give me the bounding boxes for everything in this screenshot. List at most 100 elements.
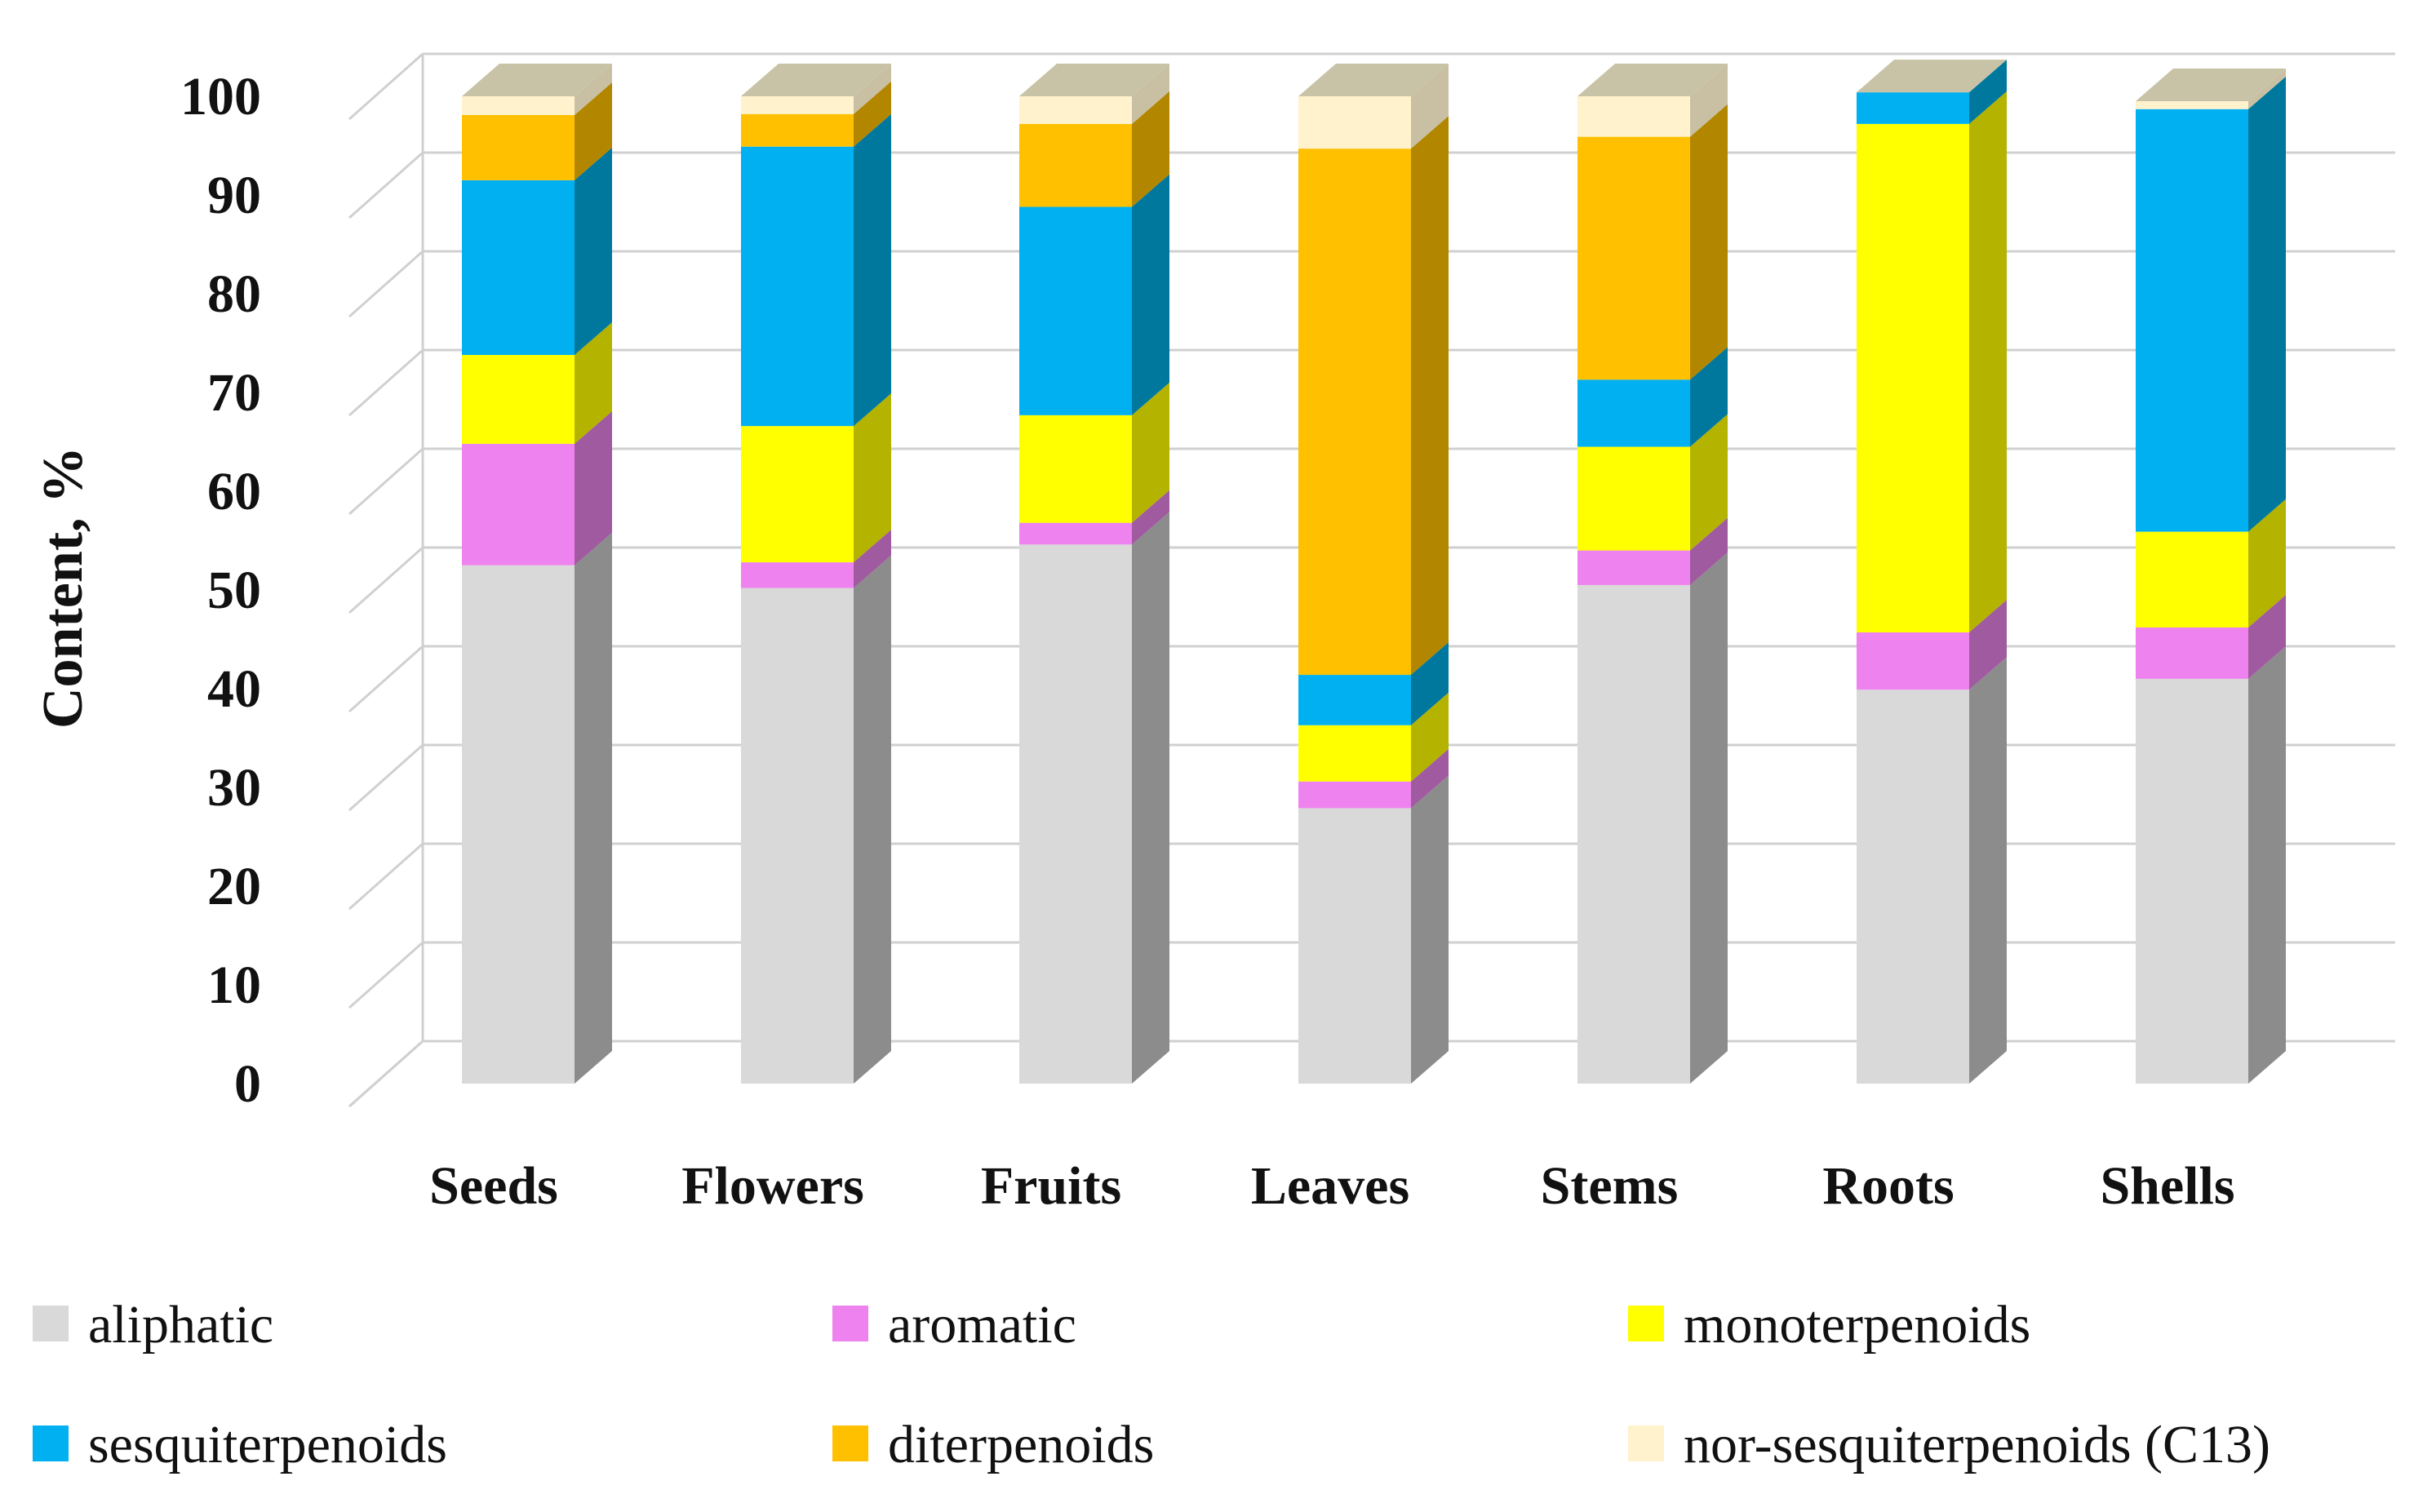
bar-top-leaves (1298, 64, 1449, 96)
bar-fruits-diterpenoids (1019, 123, 1132, 207)
bar-side-roots-sesquiterpenoids (1969, 60, 2007, 124)
x-label-roots: Roots (1822, 1156, 1954, 1216)
x-label-stems: Stems (1541, 1156, 1679, 1216)
y-tick-90: 90 (207, 166, 261, 225)
bar-side-shells-nor-sesquiterpenoids-c13 (2248, 69, 2286, 109)
x-label-fruits: Fruits (981, 1156, 1121, 1216)
bar-leaves-nor-sesquiterpenoids-c13 (1298, 96, 1411, 149)
legend-label-diterpenoids: diterpenoids (888, 1415, 1154, 1474)
bar-flowers-monoterpenoids (741, 426, 854, 563)
bar-fruits-monoterpenoids (1019, 415, 1132, 523)
gridline-diagonal-20 (348, 842, 424, 911)
y-tick-80: 80 (207, 264, 261, 324)
bar-flowers-sesquiterpenoids (741, 146, 854, 427)
bar-side-roots-monoterpenoids (1969, 91, 2007, 633)
bar-side-seeds-monoterpenoids (575, 322, 612, 444)
bar-stems-nor-sesquiterpenoids-c13 (1577, 96, 1690, 137)
gridline-diagonal-10 (348, 941, 424, 1009)
gridline-diagonal-100 (348, 52, 424, 121)
bar-flowers-aliphatic (741, 588, 854, 1084)
bar-side-flowers-diterpenoids (854, 81, 891, 147)
gridline-diagonal-0 (348, 1040, 424, 1108)
bar-side-leaves-nor-sesquiterpenoids-c13 (1411, 64, 1449, 149)
bar-fruits-aromatic (1019, 522, 1132, 545)
bar-stack-leaves (1298, 64, 1449, 1084)
bar-side-stems-aromatic (1690, 517, 1728, 585)
bar-stems-monoterpenoids (1577, 446, 1690, 551)
bar-leaves-sesquiterpenoids (1298, 675, 1411, 725)
bar-side-seeds-aromatic (575, 410, 612, 565)
bar-shells-aromatic (2136, 627, 2248, 679)
bar-stack-seeds (462, 64, 612, 1084)
bar-top-shells (2136, 69, 2286, 102)
bar-side-fruits-sesquiterpenoids (1132, 174, 1169, 415)
bar-leaves-monoterpenoids (1298, 725, 1411, 782)
bar-side-leaves-diterpenoids (1411, 116, 1449, 676)
bar-seeds-diterpenoids (462, 114, 575, 180)
bar-stack-fruits (1019, 64, 1169, 1084)
gridline-diagonal-60 (348, 447, 424, 516)
bar-leaves-aliphatic (1298, 808, 1411, 1084)
bar-top-flowers (741, 64, 891, 96)
legend-label-monoterpenoids: monoterpenoids (1684, 1295, 2030, 1355)
legend-item-aliphatic: aliphatic (33, 1295, 273, 1355)
bar-fruits-aliphatic (1019, 544, 1132, 1084)
gridline-diagonal-90 (348, 151, 424, 219)
bar-side-seeds-diterpenoids (575, 82, 612, 180)
bar-shells-nor-sesquiterpenoids-c13 (2136, 101, 2248, 109)
bar-seeds-aromatic (462, 443, 575, 565)
bar-side-leaves-sesquiterpenoids (1411, 642, 1449, 725)
bar-flowers-diterpenoids (741, 113, 854, 147)
bar-seeds-monoterpenoids (462, 355, 575, 444)
x-label-leaves: Leaves (1251, 1156, 1409, 1216)
legend-label-aromatic: aromatic (888, 1295, 1076, 1355)
bar-leaves-diterpenoids (1298, 149, 1411, 676)
bar-side-fruits-diterpenoids (1132, 91, 1169, 207)
bar-side-leaves-monoterpenoids (1411, 692, 1449, 782)
bar-roots-monoterpenoids (1857, 123, 1969, 633)
bar-side-shells-sesquiterpenoids (2248, 76, 2286, 532)
legend-label-aliphatic: aliphatic (88, 1295, 273, 1355)
bar-side-flowers-aliphatic (854, 555, 891, 1084)
bar-flowers-nor-sesquiterpenoids-c13 (741, 96, 854, 114)
bar-seeds-sesquiterpenoids (462, 180, 575, 356)
x-label-shells: Shells (2100, 1156, 2234, 1216)
gridline-diagonal-70 (348, 348, 424, 417)
bar-side-stems-aliphatic (1690, 552, 1728, 1084)
bar-side-flowers-sesquiterpenoids (854, 113, 891, 427)
y-tick-60: 60 (207, 462, 261, 521)
bar-top-seeds (462, 64, 612, 96)
bar-fruits-sesquiterpenoids (1019, 206, 1132, 415)
gridline-diagonal-80 (348, 250, 424, 318)
bar-leaves-aromatic (1298, 781, 1411, 809)
legend-item-aromatic: aromatic (832, 1295, 1076, 1355)
y-tick-100: 100 (180, 67, 261, 126)
legend-label-sesquiterpenoids: sesquiterpenoids (88, 1415, 447, 1474)
bar-seeds-nor-sesquiterpenoids-c13 (462, 96, 575, 115)
legend-item-monoterpenoids: monoterpenoids (1628, 1295, 2030, 1355)
bar-side-leaves-aliphatic (1411, 775, 1449, 1084)
bar-side-roots-aliphatic (1969, 657, 2007, 1084)
gridline-diagonal-40 (348, 645, 424, 713)
y-tick-40: 40 (207, 659, 261, 719)
bar-top-fruits (1019, 64, 1169, 96)
y-tick-50: 50 (207, 561, 261, 620)
bar-side-shells-aromatic (2248, 594, 2286, 679)
bar-side-seeds-aliphatic (575, 532, 612, 1084)
y-axis-ticks: 0 10 20 30 40 50 60 70 80 90 100 (180, 67, 261, 1114)
legend-label-nor-sesquiterpenoids-c13: nor-sesquiterpenoids (C13) (1684, 1415, 2270, 1474)
bar-stems-diterpenoids (1577, 136, 1690, 380)
y-tick-0: 0 (234, 1054, 261, 1114)
bar-side-flowers-aromatic (854, 530, 891, 588)
bar-side-fruits-nor-sesquiterpenoids-c13 (1132, 64, 1169, 124)
x-label-flowers: Flowers (681, 1156, 864, 1216)
y-tick-70: 70 (207, 363, 261, 423)
bar-side-fruits-aliphatic (1132, 512, 1169, 1084)
legend-swatch-sesquiterpenoids (33, 1426, 69, 1461)
y-tick-10: 10 (207, 956, 261, 1015)
bar-shells-aliphatic (2136, 678, 2248, 1084)
bar-stems-aromatic (1577, 550, 1690, 585)
x-label-seeds: Seeds (429, 1156, 558, 1216)
legend-swatch-monoterpenoids (1628, 1306, 1664, 1341)
legend-swatch-diterpenoids (832, 1426, 868, 1461)
